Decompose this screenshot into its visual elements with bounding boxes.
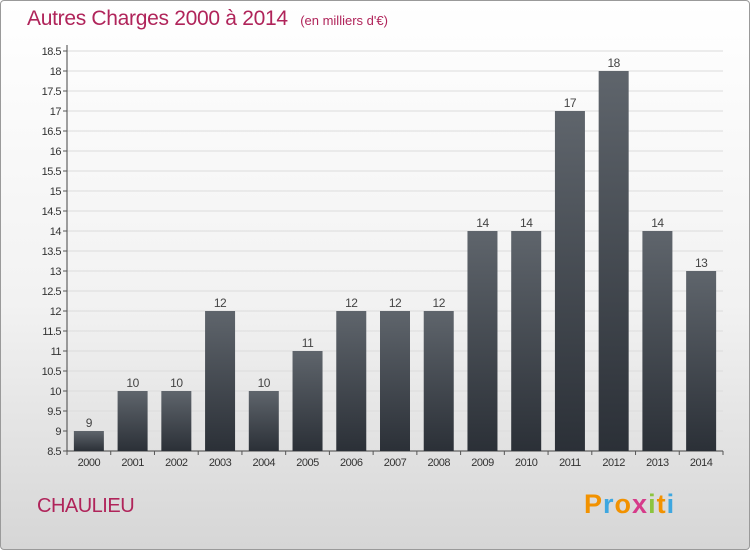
data-label: 17 [564,96,577,110]
y-tick-label: 8.5 [47,446,61,458]
y-tick-label: 18 [50,66,62,78]
bars [73,71,717,451]
x-tick-label: 2004 [253,457,276,469]
x-tick-label: 2012 [602,457,625,469]
title-text: Autres Charges 2000 à 2014 [27,7,288,30]
data-label: 12 [345,296,358,310]
data-label: 10 [126,376,139,390]
x-tick-label: 2005 [296,457,319,469]
y-tick-label: 12 [50,306,62,318]
x-tick-label: 2011 [559,457,581,469]
logo-letter: x [632,489,649,519]
x-tick-label: 2008 [427,457,450,469]
x-tick-label: 2013 [646,457,669,469]
bar-2009 [467,231,498,451]
bar-2003 [205,311,236,451]
y-tick-label: 14 [50,226,62,238]
y-tick-label: 11 [51,346,62,358]
bar-2002 [161,391,192,451]
x-tick-label: 2014 [690,457,713,469]
bar-2007 [380,311,410,451]
data-label: 14 [651,216,664,230]
bar-2004 [248,391,279,451]
data-label: 10 [258,376,271,390]
y-tick-label: 10.5 [42,366,62,378]
data-label: 14 [476,216,489,230]
y-tick-label: 13 [50,266,62,278]
y-tick-label: 12.5 [42,286,62,298]
y-tick-label: 10 [50,386,62,398]
proxiti-logo: Proxiti [584,489,675,520]
bar-2005 [292,351,323,451]
bar-2014 [686,271,717,451]
data-label: 12 [389,296,402,310]
y-tick-label: 17.5 [42,86,62,98]
x-tick-label: 2009 [471,457,494,469]
y-tick-label: 17 [50,106,62,118]
data-label: 12 [214,296,227,310]
data-label: 18 [607,56,620,70]
bar-2001 [117,391,148,451]
bar-2013 [642,231,673,451]
data-label: 9 [86,416,93,430]
data-labels: 9 10 10 12 10 11 12 12 12 14 14 17 18 14 13 [86,56,709,430]
unit-label: (en milliers d'€) [300,13,388,28]
x-tick-label: 2006 [340,457,363,469]
bar-2006 [336,311,367,451]
bar-2012 [598,71,629,451]
data-label: 11 [302,336,314,350]
x-tick-label: 2000 [78,457,101,469]
bar-2011 [554,111,585,451]
y-axis-ticks: 8.5 9 9.5 10 10.5 11 11.5 12 12.5 13 13.5 14 14.5 15 1… [42,46,67,458]
y-tick-label: 16.5 [42,126,62,138]
bar-2008 [423,311,454,451]
x-tick-label: 2001 [121,457,144,469]
logo-letter: i [666,489,676,519]
y-tick-label: 9 [55,426,61,438]
x-axis-ticks: 2000 2001 2002 2003 2004 2005 2006 2007 2008 2009… [66,451,724,469]
y-tick-label: 15 [50,186,62,198]
data-label: 13 [695,256,708,270]
logo-letter: o [614,489,633,519]
data-label: 10 [170,376,183,390]
y-tick-label: 15.5 [42,166,62,178]
logo-letter: P [584,489,604,519]
x-tick-label: 2002 [165,457,188,469]
y-tick-label: 16 [50,146,62,158]
y-tick-label: 18.5 [42,46,62,58]
bar-2010 [511,231,542,451]
y-tick-label: 9.5 [47,406,61,418]
data-label: 14 [520,216,533,230]
logo-letter: i [648,489,657,519]
chart-title: Autres Charges 2000 à 2014 (en milliers … [27,7,388,31]
logo-letter: t [656,489,667,519]
data-label: 12 [433,296,446,310]
y-tick-label: 11.5 [42,326,61,338]
x-tick-label: 2007 [384,457,407,469]
logo-letter: r [603,489,615,519]
x-tick-label: 2010 [515,457,538,469]
x-tick-label: 2003 [209,457,232,469]
bar-2000 [73,431,104,451]
y-tick-label: 14.5 [42,206,62,218]
y-tick-label: 13.5 [42,246,62,258]
commune-name: CHAULIEU [37,495,135,517]
